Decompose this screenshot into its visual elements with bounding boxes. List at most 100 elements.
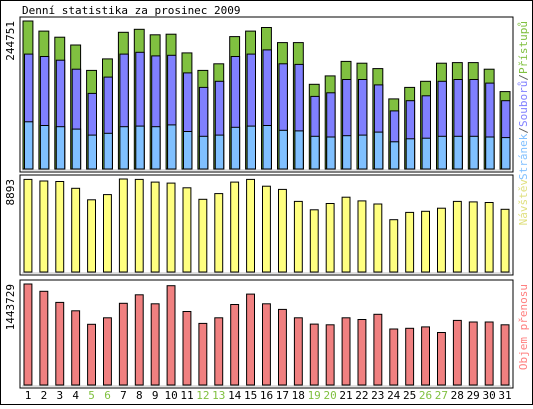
bar-stránek-day-28 bbox=[453, 135, 463, 170]
panel-3: 1443729 Objem přenosu bbox=[4, 279, 530, 389]
bar-objem-přenosu-day-30 bbox=[484, 321, 494, 386]
bar-stránek-day-8 bbox=[135, 125, 145, 170]
x-tick-label-15: 15 bbox=[244, 389, 257, 402]
bar-objem-přenosu-day-15 bbox=[246, 293, 256, 386]
bar-stránek-day-16 bbox=[262, 125, 272, 170]
bar-návštěv-day-16 bbox=[262, 185, 271, 273]
bar-objem-přenosu-day-29 bbox=[468, 321, 478, 386]
bar-objem-přenosu-day-1 bbox=[23, 283, 33, 386]
bar-návštěv-day-11 bbox=[182, 187, 192, 273]
bar-stránek-day-3 bbox=[55, 126, 66, 170]
bar-stránek-day-9 bbox=[151, 126, 161, 170]
bar-objem-přenosu-day-23 bbox=[373, 313, 383, 386]
x-tick-label-28: 28 bbox=[451, 389, 464, 402]
x-tick-label-13: 13 bbox=[212, 389, 225, 402]
bar-stránek-day-2 bbox=[39, 125, 50, 170]
x-tick-label-8: 8 bbox=[136, 389, 143, 402]
x-tick-label-11: 11 bbox=[180, 389, 193, 402]
x-tick-label-22: 22 bbox=[355, 389, 368, 402]
bar-stránek-day-30 bbox=[485, 136, 495, 170]
x-tick-label-23: 23 bbox=[371, 389, 384, 402]
bar-návštěv-day-20 bbox=[325, 203, 335, 273]
bar-návštěv-day-13 bbox=[214, 193, 224, 273]
panel-2: 8893 Návštěv bbox=[4, 174, 530, 276]
bar-stránek-day-18 bbox=[294, 130, 304, 170]
bar-objem-přenosu-day-7 bbox=[118, 302, 128, 386]
x-tick-label-26: 26 bbox=[419, 389, 432, 402]
bar-návštěv-day-23 bbox=[373, 203, 383, 273]
bar-objem-přenosu-day-31 bbox=[500, 324, 510, 386]
bar-návštěv-day-30 bbox=[484, 202, 494, 273]
bar-objem-přenosu-day-6 bbox=[103, 317, 112, 386]
bar-objem-přenosu-day-26 bbox=[421, 326, 431, 386]
x-tick-label-20: 20 bbox=[323, 389, 336, 402]
x-tick-label-19: 19 bbox=[308, 389, 321, 402]
bar-objem-přenosu-day-16 bbox=[262, 303, 271, 386]
bar-objem-přenosu-day-17 bbox=[278, 308, 287, 386]
side-legend-label: Stránek/Souborů/Přístupů bbox=[517, 21, 530, 180]
x-tick-label-6: 6 bbox=[104, 389, 111, 402]
legend-part: Souborů bbox=[517, 81, 530, 127]
bar-objem-přenosu-day-28 bbox=[452, 319, 462, 386]
bar-objem-přenosu-day-20 bbox=[325, 324, 335, 386]
bar-stránek-day-21 bbox=[342, 135, 352, 170]
bar-objem-přenosu-day-22 bbox=[357, 319, 367, 386]
bar-objem-přenosu-day-5 bbox=[87, 323, 96, 386]
bar-návštěv-day-22 bbox=[357, 200, 367, 273]
bar-stránek-day-31 bbox=[501, 137, 511, 170]
x-tick-label-1: 1 bbox=[25, 389, 32, 402]
x-tick-label-2: 2 bbox=[41, 389, 48, 402]
bar-stránek-day-22 bbox=[358, 134, 368, 170]
x-tick-label-12: 12 bbox=[196, 389, 209, 402]
bar-návštěv-day-18 bbox=[293, 200, 303, 273]
bar-návštěv-day-31 bbox=[500, 208, 510, 273]
bar-návštěv-day-3 bbox=[55, 181, 65, 273]
bar-návštěv-day-10 bbox=[166, 182, 176, 273]
bar-stránek-day-10 bbox=[167, 124, 177, 170]
bar-objem-přenosu-day-21 bbox=[341, 317, 351, 386]
x-tick-label-27: 27 bbox=[435, 389, 448, 402]
bar-objem-přenosu-day-3 bbox=[55, 301, 65, 386]
bar-návštěv-day-6 bbox=[103, 194, 112, 273]
bar-stránek-day-13 bbox=[214, 134, 225, 170]
bar-stránek-day-7 bbox=[119, 126, 129, 170]
bar-stránek-day-20 bbox=[326, 136, 336, 170]
bar-stránek-day-27 bbox=[437, 135, 447, 170]
legend-part: / bbox=[517, 127, 530, 134]
x-tick-label-31: 31 bbox=[498, 389, 511, 402]
bar-objem-přenosu-day-10 bbox=[166, 285, 176, 386]
x-tick-label-17: 17 bbox=[276, 389, 289, 402]
x-tick-label-18: 18 bbox=[292, 389, 305, 402]
bar-objem-přenosu-day-19 bbox=[309, 323, 319, 386]
bar-návštěv-day-29 bbox=[468, 201, 478, 273]
bar-stránek-day-1 bbox=[24, 121, 34, 170]
bar-návštěv-day-24 bbox=[389, 219, 399, 273]
bar-návštěv-day-28 bbox=[452, 200, 462, 273]
bar-stránek-day-19 bbox=[310, 135, 320, 170]
bar-objem-přenosu-day-27 bbox=[437, 332, 446, 386]
x-tick-label-5: 5 bbox=[88, 389, 95, 402]
y-max-label: 244751 bbox=[4, 21, 17, 61]
legend-part: / bbox=[517, 74, 530, 81]
x-tick-label-10: 10 bbox=[164, 389, 177, 402]
x-tick-label-14: 14 bbox=[228, 389, 242, 402]
bar-stránek-day-24 bbox=[389, 141, 400, 170]
x-tick-label-21: 21 bbox=[339, 389, 352, 402]
bar-objem-přenosu-day-8 bbox=[134, 294, 144, 386]
bar-stránek-day-29 bbox=[469, 135, 479, 170]
bar-návštěv-day-14 bbox=[230, 181, 240, 273]
bar-objem-přenosu-day-13 bbox=[214, 317, 224, 386]
x-tick-label-29: 29 bbox=[467, 389, 480, 402]
bar-návštěv-day-15 bbox=[246, 178, 256, 273]
bar-návštěv-day-2 bbox=[39, 180, 49, 273]
bar-objem-přenosu-day-11 bbox=[182, 311, 192, 386]
x-tick-label-16: 16 bbox=[260, 389, 273, 402]
x-tick-label-9: 9 bbox=[152, 389, 159, 402]
side-legend-label-3: Objem přenosu bbox=[517, 284, 530, 370]
bar-objem-přenosu-day-12 bbox=[198, 322, 208, 386]
bar-objem-přenosu-day-2 bbox=[39, 290, 49, 386]
bar-objem-přenosu-day-14 bbox=[230, 304, 240, 386]
bar-objem-přenosu-day-4 bbox=[71, 310, 81, 386]
